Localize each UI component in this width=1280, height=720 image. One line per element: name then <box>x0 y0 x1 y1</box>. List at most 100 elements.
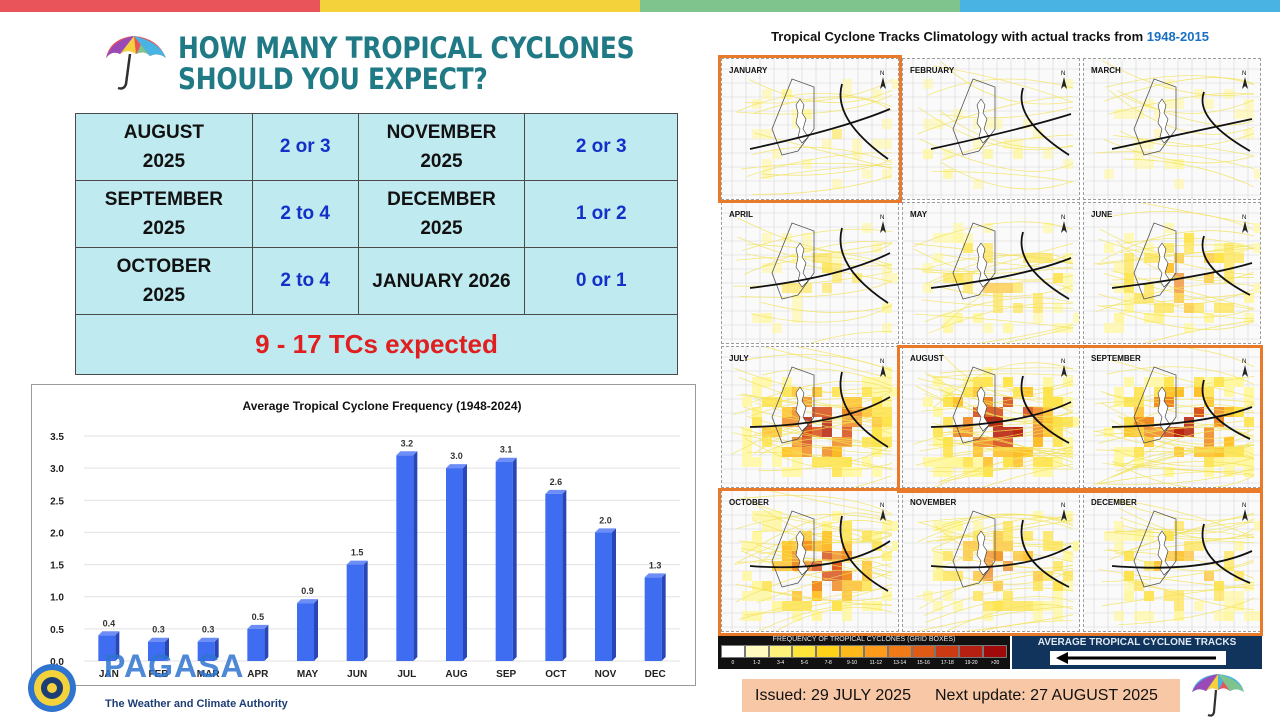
climatology-title: Tropical Cyclone Tracks Climatology with… <box>720 29 1260 44</box>
month-cell: DECEMBER 2025 <box>357 180 526 248</box>
track-map: N <box>722 59 898 199</box>
svg-text:N: N <box>1061 359 1065 365</box>
bar-front <box>644 577 662 661</box>
bar-front <box>297 603 314 661</box>
legend-bin-label: 5-6 <box>800 660 809 666</box>
chart-bar <box>197 637 219 661</box>
value-cell: 2 to 4 <box>251 180 359 248</box>
month-cell: NOVEMBER 2025 <box>357 113 526 181</box>
chart-bar <box>346 560 368 661</box>
bar-top <box>495 457 517 462</box>
chart-bar <box>98 631 120 661</box>
bar-top <box>595 528 616 533</box>
frequency-chart: Average Tropical Cyclone Frequency (1948… <box>31 384 696 686</box>
arrow-left-icon <box>1056 652 1216 664</box>
chart-bar <box>396 451 418 661</box>
legend-swatch <box>959 645 984 658</box>
tracks-legend-title: AVERAGE TROPICAL CYCLONE TRACKS <box>1037 637 1237 648</box>
climatology-map-october: N OCTOBER <box>721 490 899 632</box>
map-month-label: DECEMBER <box>1091 498 1137 507</box>
y-tick-label: 1.0 <box>50 593 64 604</box>
highlight-january <box>718 55 902 203</box>
y-tick-label: 0.5 <box>50 625 64 636</box>
legend-bin-label: 3-4 <box>776 660 785 666</box>
bar-value-label: 0.4 <box>103 618 116 628</box>
climatology-year-range: 1948-2015 <box>1146 29 1209 44</box>
track-map: N <box>1084 59 1260 199</box>
month-aug: AUGUST 2025 <box>123 122 205 172</box>
svg-text:N: N <box>880 359 884 365</box>
chart-bar <box>595 528 616 661</box>
bar-value-label: 0.3 <box>202 625 215 635</box>
month-sep: SEPTEMBER 2025 <box>104 189 224 239</box>
legend-bin-label: >20 <box>990 660 1000 666</box>
next-update-date: Next update: 27 AUGUST 2025 <box>935 686 1158 704</box>
chart-bar <box>545 489 567 661</box>
bar-value-label: 3.1 <box>500 445 513 455</box>
value-cell: 0 or 1 <box>524 247 678 315</box>
pagasa-wordmark: PAGASA <box>104 648 245 684</box>
chart-bar <box>644 573 666 661</box>
highlight-aug-sep <box>897 345 1263 493</box>
x-tick-label: APR <box>247 669 269 680</box>
month-oct: OCTOBER 2025 <box>116 256 212 306</box>
bar-side <box>115 631 120 661</box>
bar-side <box>463 464 467 661</box>
bar-top <box>98 631 120 636</box>
bar-value-label: 0.9 <box>301 586 314 596</box>
climatology-map-august: N AUGUST <box>902 346 1080 488</box>
bar-top <box>297 599 318 604</box>
x-tick-label: FEB <box>149 669 169 680</box>
bar-front <box>346 564 364 661</box>
svg-text:N: N <box>1242 71 1246 77</box>
track-map: N <box>1084 203 1260 343</box>
value-cell: 2 or 3 <box>251 113 359 181</box>
chart-bar <box>148 637 169 661</box>
track-map: N <box>722 347 898 487</box>
bar-front <box>197 641 215 661</box>
x-tick-label: DEC <box>645 669 666 680</box>
bar-value-label: 1.5 <box>351 548 364 558</box>
bar-side <box>363 560 368 661</box>
bar-value-label: 3.2 <box>401 438 414 448</box>
value-cell: 1 or 2 <box>524 180 678 248</box>
month-cell: SEPTEMBER 2025 <box>75 180 253 248</box>
svg-text:N: N <box>880 503 884 509</box>
month-cell: JANUARY 2026 <box>357 247 526 315</box>
bar-value-label: 0.3 <box>152 625 165 635</box>
bar-side <box>214 637 219 661</box>
track-map: N <box>722 491 898 631</box>
pagasa-tagline: The Weather and Climate Authority <box>105 698 288 710</box>
map-month-label: FEBRUARY <box>910 66 955 75</box>
legend-bin-label: 13-14 <box>893 660 907 666</box>
bar-front <box>247 628 265 661</box>
climatology-map-grid: N JANUARY N FEBRUARY N MARCH N APRIL N MAY N JUNE N J… <box>718 55 1263 636</box>
bar-value-label: 0.5 <box>252 612 265 622</box>
y-tick-label: 3.5 <box>50 432 64 443</box>
x-tick-label: MAR <box>197 669 221 680</box>
y-tick-label: 1.5 <box>50 561 64 572</box>
climatology-map-september: N SEPTEMBER <box>1083 346 1261 488</box>
strip-green <box>640 0 960 12</box>
x-tick-label: OCT <box>545 669 566 680</box>
bar-value-label: 2.6 <box>550 477 563 487</box>
bar-value-label: 1.3 <box>649 560 662 570</box>
track-map: N <box>903 491 1079 631</box>
issued-date: Issued: 29 JULY 2025 <box>755 686 911 704</box>
bar-front <box>545 493 563 661</box>
legend-swatch <box>840 645 864 658</box>
svg-text:N: N <box>1242 359 1246 365</box>
map-month-label: JANUARY <box>729 66 768 75</box>
x-tick-label: JAN <box>99 669 119 680</box>
value-cell: 2 or 3 <box>524 113 678 181</box>
svg-text:N: N <box>1061 503 1065 509</box>
map-month-label: AUGUST <box>910 354 944 363</box>
month-nov: NOVEMBER 2025 <box>386 122 497 172</box>
bar-front <box>396 455 414 661</box>
track-map: N <box>903 59 1079 199</box>
x-tick-label: JUL <box>397 669 416 680</box>
bar-front <box>595 532 612 661</box>
pagasa-logo-icon <box>28 664 76 712</box>
legend-swatch <box>983 645 1007 658</box>
climatology-map-november: N NOVEMBER <box>902 490 1080 632</box>
